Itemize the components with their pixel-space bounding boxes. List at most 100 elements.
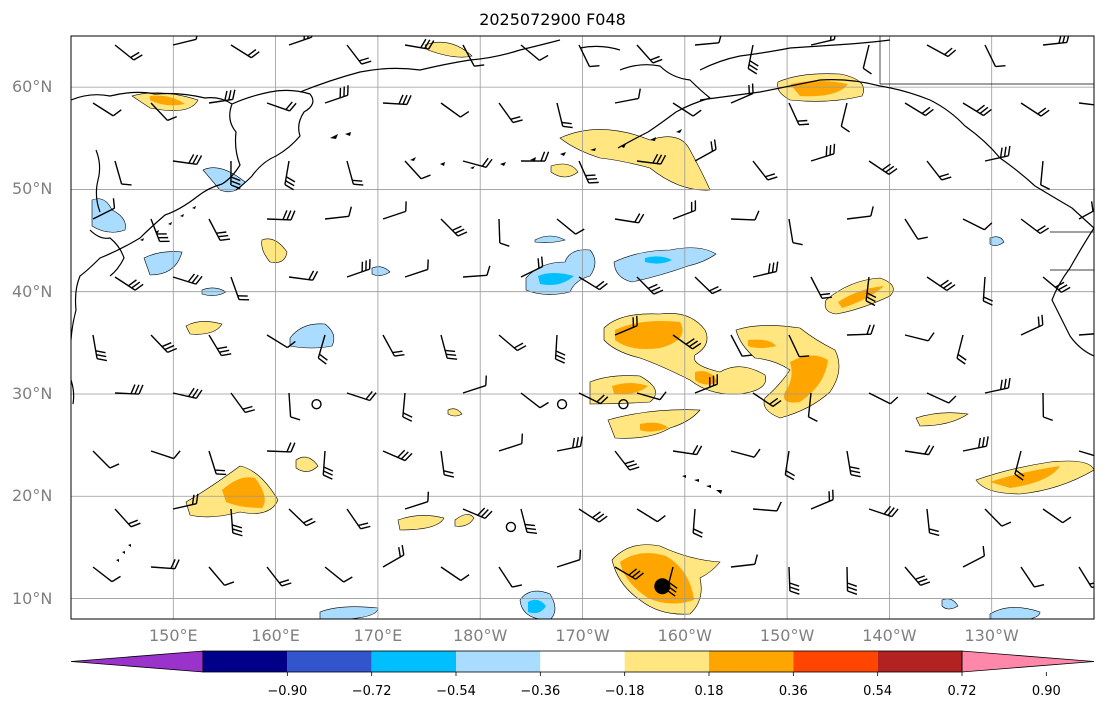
colorbar-segment bbox=[709, 651, 794, 672]
wind-barb bbox=[672, 200, 697, 220]
wind-barb bbox=[208, 450, 227, 476]
anomaly-region bbox=[424, 42, 473, 58]
colorbar-level-label: −0.72 bbox=[351, 684, 392, 699]
wind-barb bbox=[1042, 276, 1071, 293]
wind-barb bbox=[462, 265, 491, 278]
anomaly-region bbox=[784, 355, 828, 403]
coastline-alaska-south bbox=[699, 79, 1094, 229]
latitude-label: 20°N bbox=[12, 486, 53, 506]
longitude-label: 150°E bbox=[148, 626, 198, 645]
wind-barb bbox=[230, 508, 243, 537]
wind-barb bbox=[498, 433, 524, 452]
wind-barb bbox=[810, 276, 833, 300]
longitude-label: 180°W bbox=[453, 626, 508, 645]
kuril-islands bbox=[140, 206, 196, 241]
wind-barb bbox=[404, 259, 429, 278]
wind-barb bbox=[208, 218, 231, 241]
coastline-sakhalin bbox=[95, 149, 101, 213]
wind-barb bbox=[730, 334, 753, 357]
wind-barb bbox=[956, 334, 967, 365]
anomaly-region bbox=[559, 129, 711, 191]
wind-barb bbox=[636, 508, 666, 523]
wind-barb bbox=[150, 218, 170, 243]
latitude-label: 50°N bbox=[12, 179, 53, 199]
wind-barb bbox=[810, 36, 836, 46]
anomaly-region bbox=[735, 325, 840, 419]
coastline-kamchatka bbox=[231, 89, 314, 191]
wind-barb bbox=[92, 450, 120, 469]
wind-barb bbox=[556, 549, 582, 568]
anomaly-region bbox=[525, 249, 596, 295]
anomaly-region bbox=[185, 321, 223, 335]
island-chains bbox=[116, 129, 722, 562]
wind-barb bbox=[730, 448, 761, 458]
wind-barb bbox=[404, 38, 435, 50]
colorbar-segment bbox=[287, 651, 372, 672]
wind-barb bbox=[462, 44, 485, 67]
calm-circle bbox=[505, 521, 517, 533]
wind-barb bbox=[346, 508, 371, 530]
storm-center-marker bbox=[654, 578, 671, 595]
wind-barb bbox=[984, 44, 1006, 68]
wind-barb bbox=[1040, 160, 1050, 190]
wind-barb bbox=[382, 94, 412, 106]
wind-barb bbox=[1078, 102, 1094, 106]
wind-barb bbox=[462, 157, 493, 169]
wind-barb bbox=[554, 334, 566, 364]
anomaly-region bbox=[790, 81, 848, 97]
longitude-label: 140°W bbox=[862, 626, 917, 645]
wind-barb bbox=[172, 273, 203, 285]
anomaly-region bbox=[150, 95, 185, 106]
commander-islands bbox=[330, 132, 351, 139]
wind-barb bbox=[1020, 566, 1045, 588]
wind-barb bbox=[172, 493, 199, 510]
land-boundaries bbox=[879, 36, 1094, 271]
wind-barb bbox=[266, 210, 296, 221]
wind-barb bbox=[694, 139, 717, 162]
wind-barb bbox=[1042, 392, 1053, 422]
wind-barb bbox=[520, 151, 550, 162]
coastline-siberia-north bbox=[299, 39, 561, 93]
wind-barb bbox=[784, 450, 795, 481]
wind-barb bbox=[440, 566, 470, 582]
colorbar-level-label: −0.54 bbox=[436, 684, 476, 699]
colorbar-level-label: −0.90 bbox=[267, 684, 308, 699]
colorbar-segment bbox=[793, 651, 878, 672]
calm-circle bbox=[618, 399, 629, 410]
wind-barb bbox=[346, 160, 364, 186]
coastline-alaska-north bbox=[699, 39, 891, 71]
wind-barb bbox=[926, 44, 957, 58]
wind-barb bbox=[150, 450, 181, 460]
wind-barb bbox=[578, 392, 609, 405]
wind-barb bbox=[1042, 36, 1070, 46]
wind-barb bbox=[904, 566, 931, 586]
wind-barb bbox=[266, 101, 297, 112]
wind-barb bbox=[614, 213, 645, 224]
coastline-asia bbox=[71, 91, 241, 341]
wind-barb bbox=[266, 442, 296, 453]
wind-barb bbox=[462, 375, 487, 394]
wind-barb bbox=[346, 44, 372, 65]
wind-barb bbox=[962, 436, 989, 452]
colorbar-segment bbox=[540, 651, 625, 672]
calm-wind-circles bbox=[311, 399, 629, 533]
colorbar-segment bbox=[624, 651, 709, 672]
wind-barb bbox=[520, 392, 549, 409]
wind-barb bbox=[208, 334, 232, 357]
wind-barb bbox=[752, 261, 779, 278]
wind-barb bbox=[614, 566, 644, 580]
wind-barb bbox=[172, 387, 203, 399]
anomaly-region bbox=[447, 408, 463, 417]
wind-barb bbox=[840, 102, 850, 133]
wind-barb bbox=[498, 218, 510, 247]
wind-barb bbox=[868, 160, 898, 175]
colorbar-segment bbox=[203, 651, 288, 672]
wind-barb bbox=[672, 334, 702, 350]
coastline-fragment bbox=[579, 45, 621, 51]
anomaly-region bbox=[989, 607, 1041, 619]
wind-barb bbox=[317, 334, 328, 365]
anomaly-region bbox=[295, 456, 319, 472]
wind-barb bbox=[926, 160, 952, 181]
coastline-alaska-west bbox=[617, 64, 712, 149]
wind-barb bbox=[92, 198, 116, 220]
